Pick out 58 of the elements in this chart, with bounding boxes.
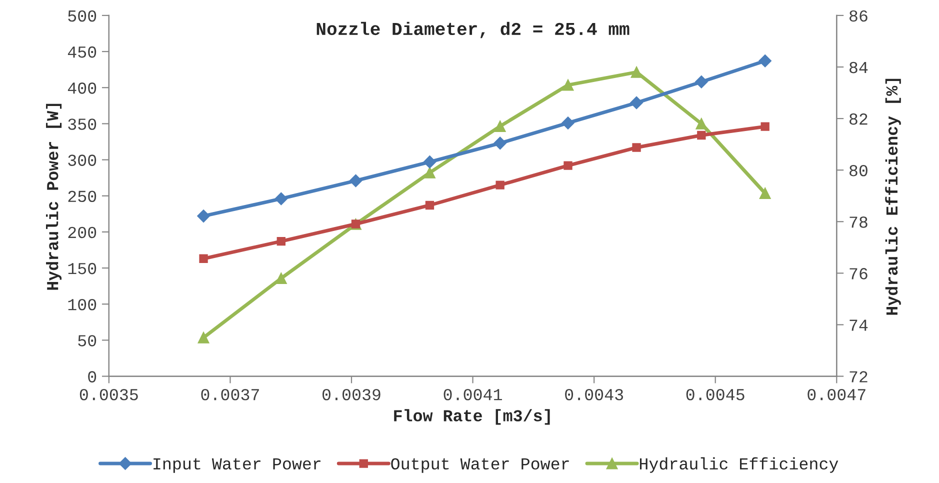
y-tick-label: 250 [68,190,96,202]
point [197,210,210,222]
point [697,130,706,140]
point [562,116,574,130]
y-tick-label: 300 [68,154,96,166]
chart-title: Nozzle Diameter, d2 = 25.4 mm [316,22,630,38]
x-tick-label: 0.0047 [808,388,866,400]
point [199,254,208,263]
point [494,120,506,132]
y-tick-label: 150 [68,262,96,274]
y2-tick-label: 80 [850,164,868,176]
legend-label: Hydraulic Efficiency [640,457,838,473]
y2-tick-label: 78 [850,216,868,228]
point [564,161,572,170]
y2-tick-label: 72 [850,371,868,382]
point [562,79,574,91]
point [630,66,642,78]
point [275,272,287,284]
y-tick-label: 50 [78,335,96,346]
y-tick-label: 100 [68,298,96,310]
x-tick-label: 0.0035 [80,388,138,400]
legend-label: Input Water Power [154,458,320,473]
y-axis-title: Hydraulic Power [W] [46,104,62,290]
y2-tick-label: 84 [850,62,868,74]
point [496,180,504,190]
legend-label: Output Water Power [391,458,569,473]
point [425,200,434,210]
point [276,236,286,246]
point [758,54,772,68]
point [632,143,641,152]
x-tick-label: 0.0045 [686,388,744,400]
point [198,332,210,344]
y2-tick-label: 76 [850,268,868,280]
y-tick-label: 450 [68,46,96,58]
y-tick-label: 0 [88,371,96,382]
x-tick-label: 0.0039 [322,388,380,400]
y-tick-label: 200 [68,226,96,238]
point [424,166,436,178]
point [630,96,643,110]
y2-tick-label: 82 [850,113,868,125]
y2-axis-title: Hydraulic Efficiency [%] [885,78,901,315]
point [274,192,288,206]
y-tick-label: 500 [68,10,96,22]
point [759,188,771,200]
point [760,122,770,131]
x-tick-label: 0.0043 [565,388,624,400]
x-tick-label: 0.0041 [444,388,502,400]
x-axis-title: Flow Rate [m3/s] [394,409,550,425]
point [494,136,506,150]
point [695,75,708,88]
point [349,174,362,188]
y2-tick-label: 86 [850,10,868,22]
y-tick-label: 400 [68,82,96,94]
y2-tick-label: 74 [850,320,868,331]
point [696,118,708,130]
point [423,156,436,168]
x-tick-label: 0.0037 [201,388,259,400]
y-tick-label: 350 [68,118,96,130]
